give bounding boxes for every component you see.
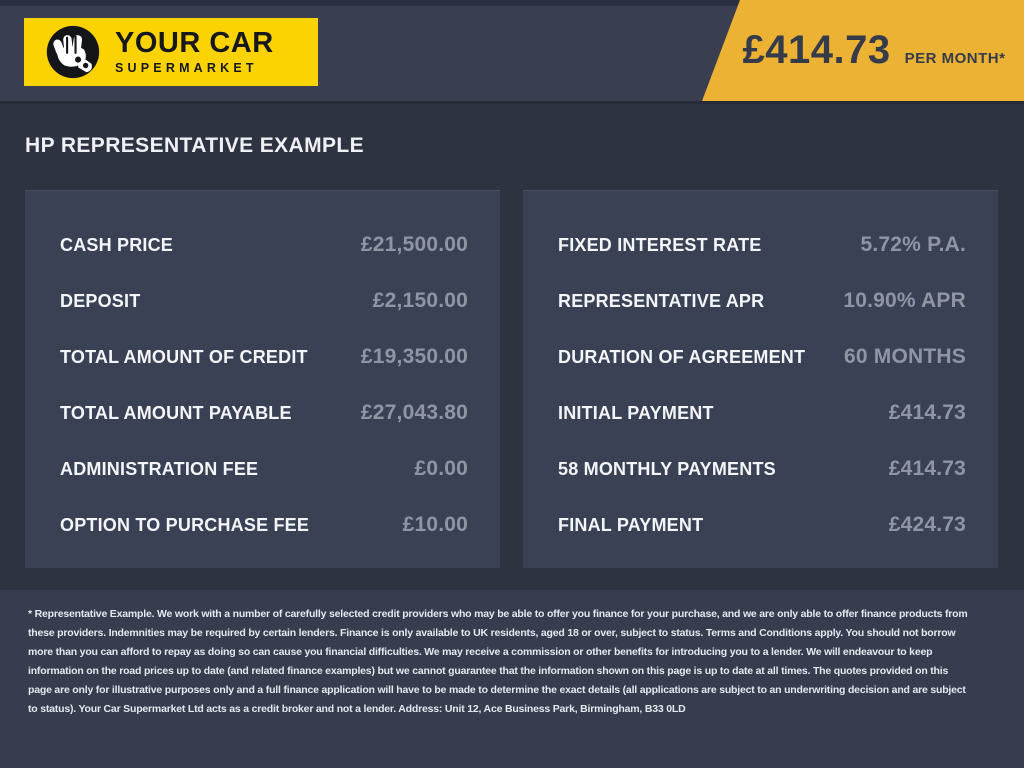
finance-row: ADMINISTRATION FEE £0.00 [60, 441, 468, 497]
finance-row-label: CASH PRICE [60, 234, 174, 255]
finance-row: DEPOSIT £2,150.00 [60, 273, 468, 329]
price-ribbon-content: £414.73 PER MONTH* [721, 28, 1006, 73]
disclaimer-text: * Representative Example. We work with a… [28, 608, 968, 715]
finance-row-label: DURATION OF AGREEMENT [558, 346, 806, 367]
finance-row: OPTION TO PURCHASE FEE £10.00 [60, 497, 468, 553]
finance-row: CASH PRICE £21,500.00 [60, 217, 468, 273]
price-ribbon: £414.73 PER MONTH* [702, 0, 1024, 101]
finance-example-section: HP REPRESENTATIVE EXAMPLE CASH PRICE £21… [0, 101, 1024, 590]
finance-row-value: £2,150.00 [372, 289, 468, 312]
finance-row: TOTAL AMOUNT OF CREDIT £19,350.00 [60, 329, 468, 385]
monthly-price: £414.73 [742, 28, 891, 72]
finance-row-label: DEPOSIT [60, 290, 141, 311]
finance-row: INITIAL PAYMENT £414.73 [558, 385, 966, 441]
finance-row-value: £0.00 [414, 457, 468, 480]
finance-row-value: 60 MONTHS [844, 345, 966, 368]
finance-row-label: TOTAL AMOUNT PAYABLE [60, 402, 292, 423]
brand-logo-text: YOUR CAR SUPERMARKET [115, 27, 274, 76]
finance-row: REPRESENTATIVE APR 10.90% APR [558, 273, 966, 329]
finance-row-value: £414.73 [888, 457, 966, 480]
finance-row: 58 MONTHLY PAYMENTS £414.73 [558, 441, 966, 497]
monthly-price-period: PER MONTH* [904, 50, 1006, 67]
brand-title: YOUR CAR [115, 27, 274, 59]
panel-right-rows: FIXED INTEREST RATE 5.72% P.A. REPRESENT… [523, 191, 998, 553]
footer-disclaimer-section: * Representative Example. We work with a… [0, 590, 1024, 768]
brand-logo: YOUR CAR SUPERMARKET [24, 18, 318, 86]
finance-row-value: £424.73 [888, 513, 966, 536]
finance-row-value: £19,350.00 [360, 345, 468, 368]
panel-right: FIXED INTEREST RATE 5.72% P.A. REPRESENT… [523, 190, 998, 568]
pointing-fist-icon [46, 25, 100, 79]
finance-row-value: £27,043.80 [360, 401, 468, 424]
finance-row-value: 10.90% APR [843, 289, 966, 312]
page-title: HP REPRESENTATIVE EXAMPLE [25, 134, 365, 157]
header-top-edge [0, 0, 1024, 6]
finance-row: TOTAL AMOUNT PAYABLE £27,043.80 [60, 385, 468, 441]
header-bar: YOUR CAR SUPERMARKET £414.73 PER MONTH* [0, 0, 1024, 101]
finance-row-value: 5.72% P.A. [860, 233, 966, 256]
finance-row-label: INITIAL PAYMENT [558, 402, 714, 423]
finance-row-value: £414.73 [888, 401, 966, 424]
finance-row-label: 58 MONTHLY PAYMENTS [558, 458, 776, 479]
finance-row-value: £10.00 [402, 513, 468, 536]
finance-row-label: FINAL PAYMENT [558, 514, 704, 535]
finance-row-label: FIXED INTEREST RATE [558, 234, 762, 255]
finance-row-label: ADMINISTRATION FEE [60, 458, 259, 479]
finance-row: FIXED INTEREST RATE 5.72% P.A. [558, 217, 966, 273]
panel-left: CASH PRICE £21,500.00 DEPOSIT £2,150.00 … [25, 190, 500, 568]
finance-row-label: OPTION TO PURCHASE FEE [60, 514, 310, 535]
brand-subtitle: SUPERMARKET [115, 61, 258, 75]
finance-row: DURATION OF AGREEMENT 60 MONTHS [558, 329, 966, 385]
finance-row-value: £21,500.00 [360, 233, 468, 256]
finance-row: FINAL PAYMENT £424.73 [558, 497, 966, 553]
finance-row-label: TOTAL AMOUNT OF CREDIT [60, 346, 308, 367]
panel-left-rows: CASH PRICE £21,500.00 DEPOSIT £2,150.00 … [25, 191, 500, 553]
finance-row-label: REPRESENTATIVE APR [558, 290, 765, 311]
